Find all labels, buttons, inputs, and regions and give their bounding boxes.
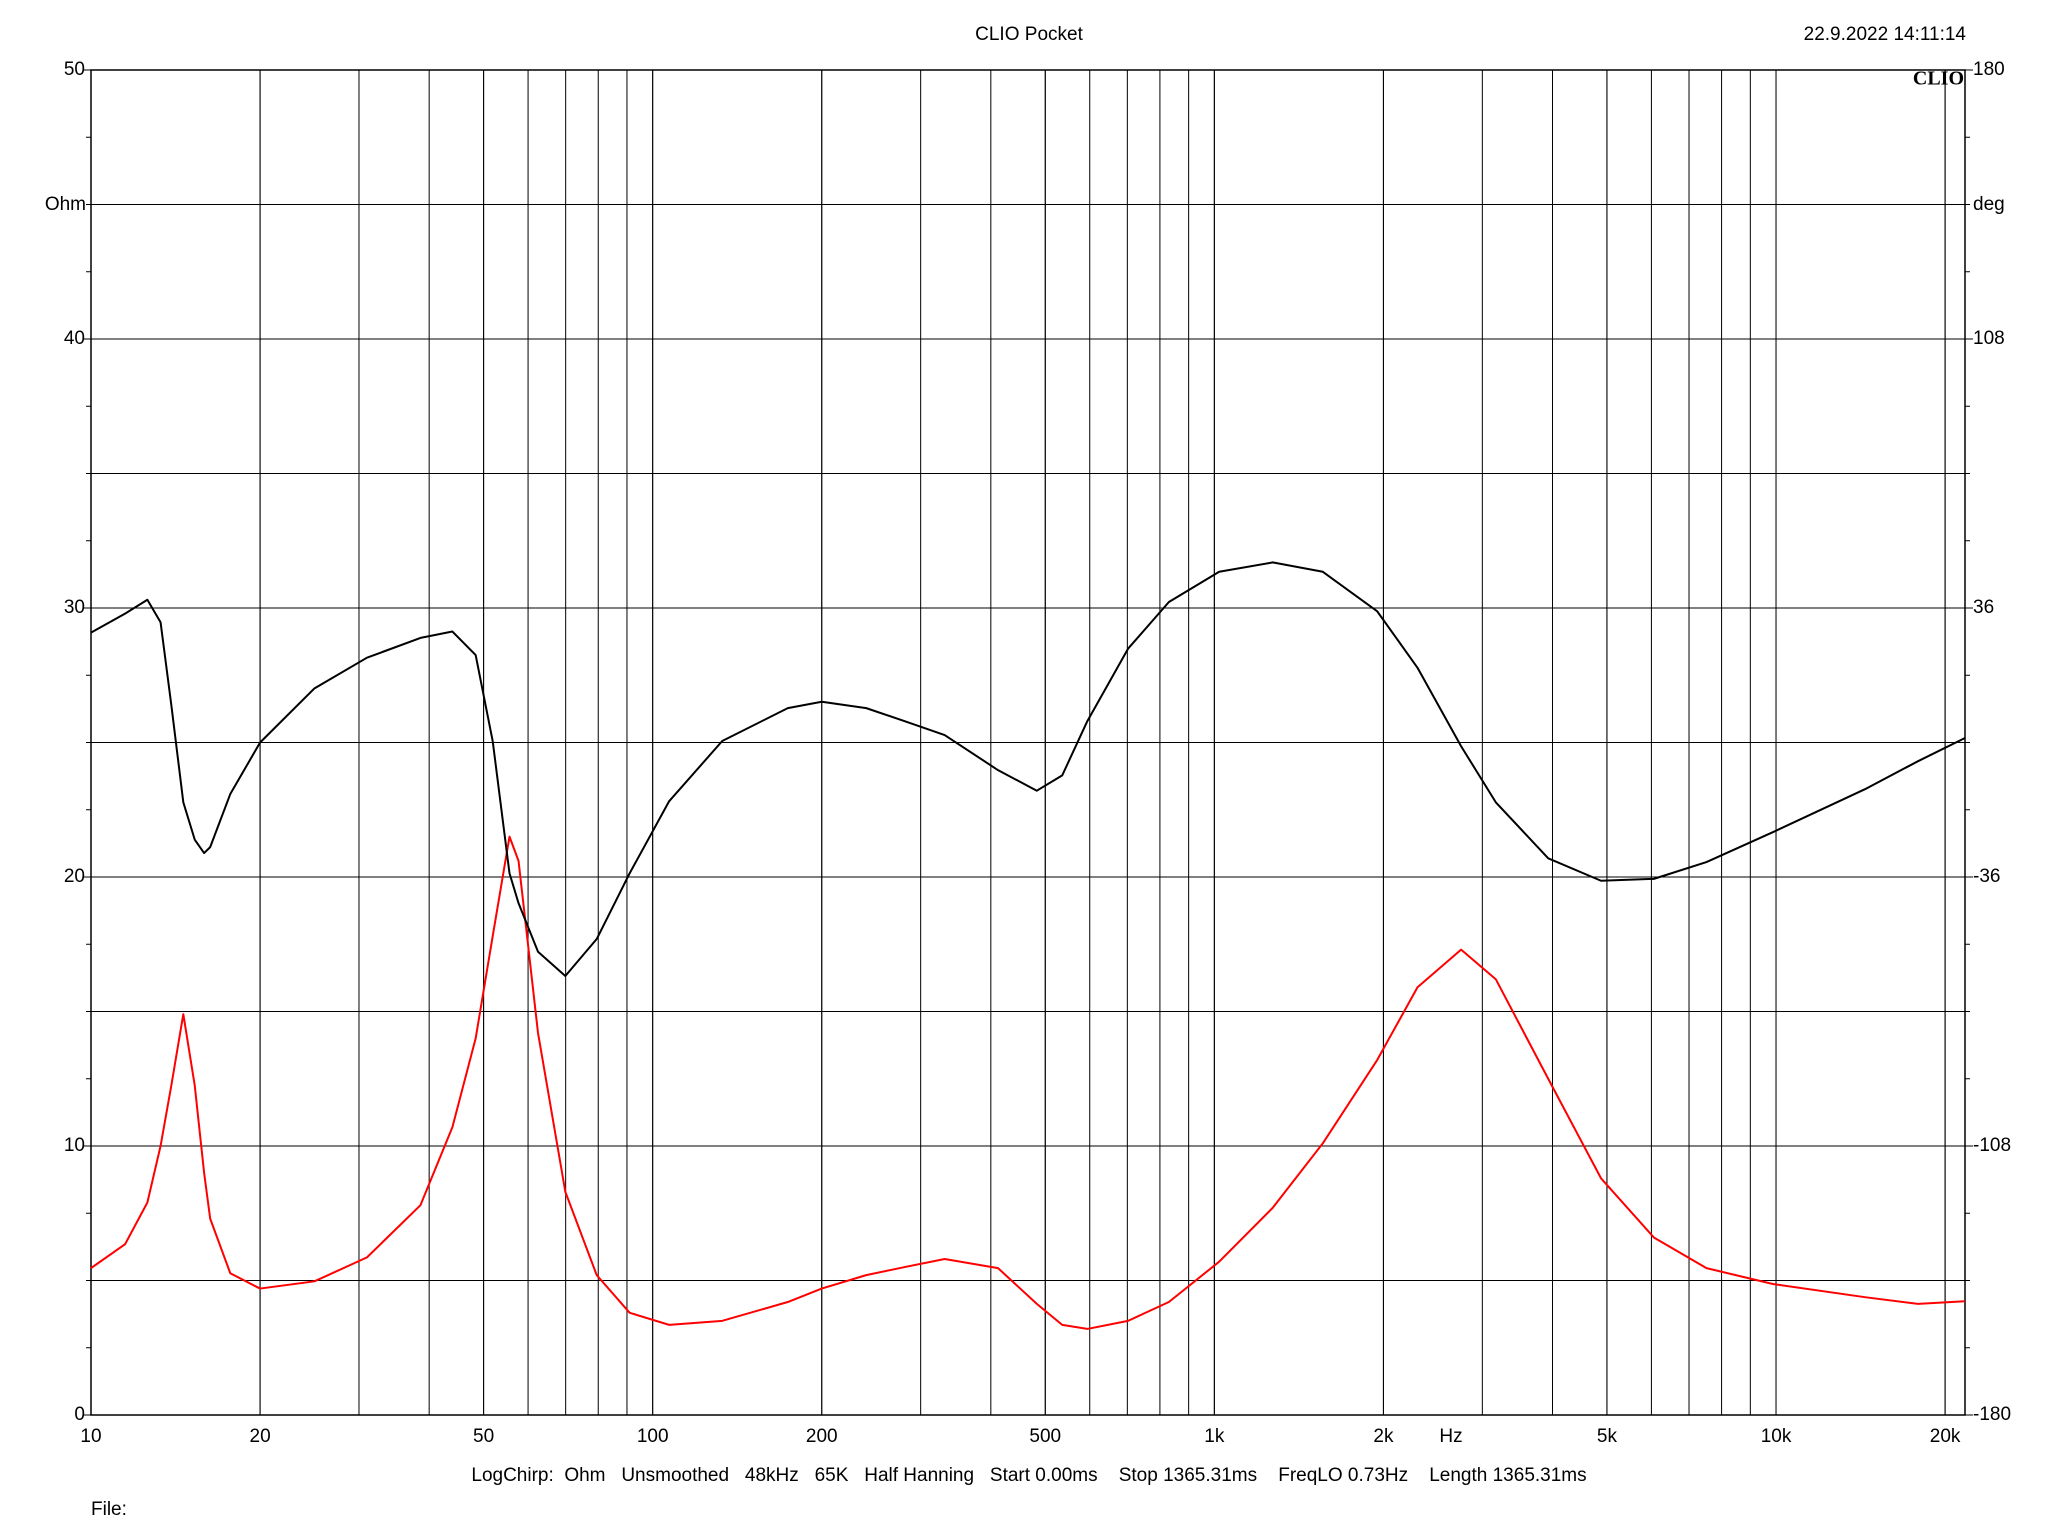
footer: LogChirp: Ohm Unsmoothed 48kHz 65K Half … [471,1465,1586,1486]
plot-frame [90,69,1966,1416]
x-axis-label: Hz [1439,1426,1462,1447]
x-tick-label: 50 [473,1426,494,1447]
y-tick-label: 40 [64,328,85,349]
x-tick-label: 1k [1204,1426,1225,1447]
y-tick-label: 0 [74,1404,85,1425]
y-tick-label: 10 [64,1135,85,1156]
series-line [90,561,1966,978]
x-tick-label: 5k [1597,1426,1618,1447]
x-tick-label: 10 [80,1426,101,1447]
y2-tick-label: 108 [1973,328,2005,349]
y2-tick-label: -108 [1973,1135,2011,1156]
y2-axis-label: deg [1973,194,2005,215]
y-tick-label: 30 [64,597,85,618]
x-tick-label: 500 [1029,1426,1061,1447]
logo: CLIO [1913,68,1964,90]
y-axis-label: Ohm [45,194,86,215]
x-tick-label: 10k [1761,1426,1792,1447]
x-tick-label: 20k [1930,1426,1961,1447]
file-label: File: [91,1499,127,1520]
y2-tick-label: 180 [1973,59,2005,80]
y-tick-label: 20 [64,866,85,887]
y2-tick-label: -180 [1973,1404,2011,1425]
x-tick-label: 20 [250,1426,271,1447]
y-tick-label: 50 [64,59,85,80]
x-tick-label: 200 [806,1426,838,1447]
x-tick-label: 100 [637,1426,669,1447]
y2-tick-label: 36 [1973,597,1994,618]
y2-tick-label: -36 [1973,866,2000,887]
x-tick-label: 2k [1373,1426,1394,1447]
timestamp: 22.9.2022 14:11:14 [1804,24,1967,45]
chart-title: CLIO Pocket [975,24,1083,45]
series-line [90,835,1966,1330]
